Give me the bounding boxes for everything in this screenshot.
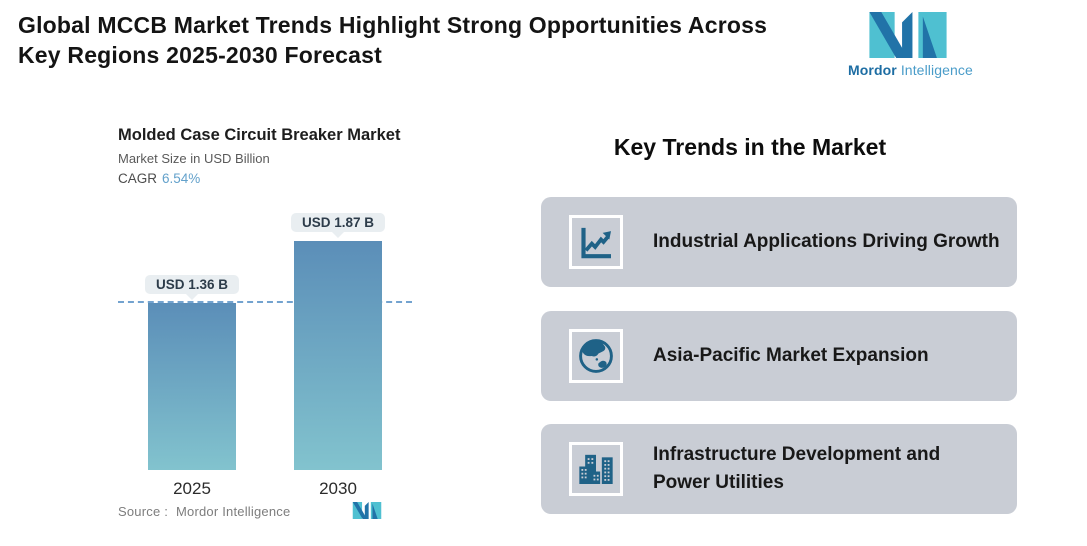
- page-title: Global MCCB Market Trends Highlight Stro…: [18, 10, 767, 70]
- brand-name-primary: Mordor: [848, 62, 897, 78]
- globe-icon: [579, 339, 613, 373]
- source-value: Mordor Intelligence: [176, 504, 291, 519]
- bar-value-label: USD 1.36 B: [144, 275, 240, 301]
- bar: [294, 240, 382, 470]
- trend-label: Asia-Pacific Market Expansion: [653, 345, 929, 366]
- trend-icon-frame: [569, 329, 623, 383]
- chart-cagr: CAGR 6.54%: [118, 171, 200, 186]
- source-note: Source : Mordor Intelligence: [118, 504, 290, 519]
- x-axis-label: 2025: [173, 479, 211, 498]
- bar: [148, 303, 236, 470]
- bar-column-2030: USD 1.87 B 2030: [290, 200, 386, 498]
- reference-line: [118, 301, 412, 304]
- bar-chart-plot: USD 1.36 B 2025 USD 1.87 B 2030: [118, 200, 412, 498]
- brand-name: Mordor Intelligence: [848, 62, 978, 78]
- x-axis-label: 2030: [319, 479, 357, 498]
- bar-value-text: USD 1.87 B: [301, 214, 375, 230]
- mordor-logo-mark-icon: [869, 12, 947, 58]
- bar-column-2025: USD 1.36 B 2025: [144, 200, 240, 498]
- bar-value-label: USD 1.87 B: [290, 212, 386, 238]
- line-chart-icon: [581, 227, 611, 259]
- trend-card-infrastructure: Infrastructure Development and Power Uti…: [541, 424, 1017, 514]
- buildings-icon: [579, 454, 613, 484]
- trend-card-asia-pacific: Asia-Pacific Market Expansion: [541, 311, 1017, 401]
- trend-label: Industrial Applications Driving Growth: [653, 231, 1000, 252]
- trend-icon-frame: [569, 442, 623, 496]
- bar-value-text: USD 1.36 B: [155, 277, 229, 293]
- source-label: Source :: [118, 504, 169, 519]
- page-title-line2: Key Regions 2025-2030 Forecast: [18, 42, 382, 68]
- chart-title: Molded Case Circuit Breaker Market: [118, 126, 401, 144]
- page-title-line1: Global MCCB Market Trends Highlight Stro…: [18, 12, 768, 38]
- trends-heading: Key Trends in the Market: [613, 134, 887, 160]
- cagr-label: CAGR: [118, 171, 158, 186]
- trend-icon-frame: [569, 215, 623, 269]
- trend-label: Infrastructure Development and Power Uti…: [653, 444, 941, 493]
- trend-card-industrial: Industrial Applications Driving Growth: [541, 197, 1017, 287]
- mordor-logo-mini-icon: [352, 502, 382, 519]
- brand-logo: Mordor Intelligence: [848, 12, 978, 78]
- brand-name-secondary: Intelligence: [896, 62, 973, 78]
- chart-subtitle: Market Size in USD Billion: [118, 151, 270, 166]
- cagr-value: 6.54%: [162, 171, 201, 186]
